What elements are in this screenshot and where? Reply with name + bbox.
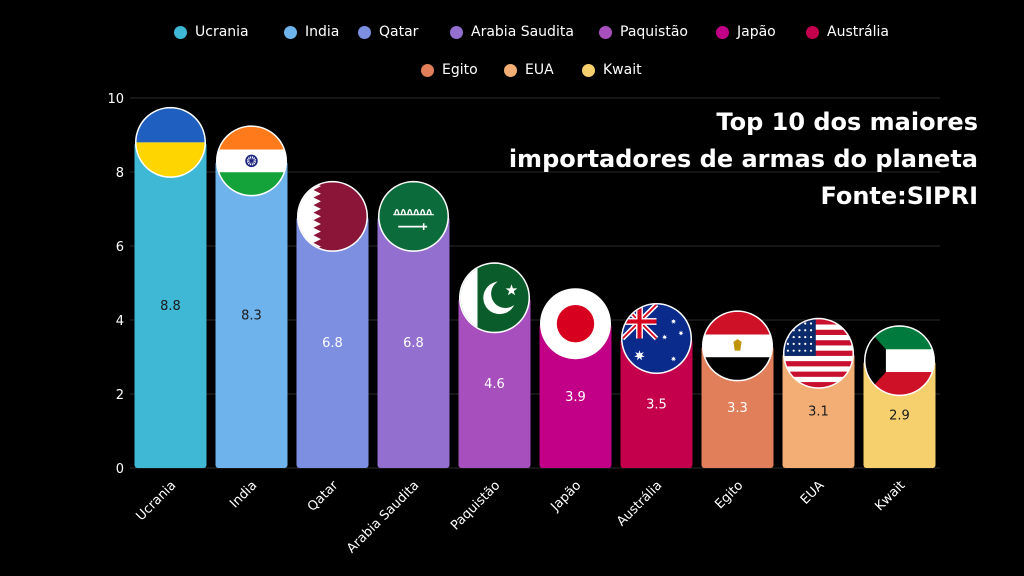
x-tick-label: Ucrania bbox=[134, 478, 180, 524]
x-tick-label: Kwait bbox=[872, 478, 908, 514]
bar-value-label: 4.6 bbox=[484, 377, 505, 392]
bar-value-label: 3.3 bbox=[727, 401, 748, 416]
legend-marker bbox=[582, 63, 595, 77]
bar-value-label: 2.9 bbox=[889, 408, 910, 423]
saudi-arabia-flag-icon bbox=[379, 182, 448, 251]
chart-title-line-1: Top 10 dos maiores bbox=[716, 108, 978, 136]
chart-title-line-2: importadores de armas do planeta bbox=[508, 145, 978, 173]
legend-label: Egito bbox=[442, 62, 478, 78]
bar-value-label: 8.3 bbox=[241, 308, 262, 323]
legend-label: Qatar bbox=[379, 24, 419, 40]
legend-item[interactable]: Japão bbox=[716, 24, 776, 40]
legend-marker bbox=[174, 25, 187, 39]
legend-item[interactable]: Austrália bbox=[806, 24, 889, 40]
pakistan-flag-icon bbox=[460, 263, 529, 332]
legend-marker bbox=[599, 25, 612, 39]
legend-marker bbox=[450, 25, 463, 39]
japan-flag-icon bbox=[541, 289, 610, 358]
legend-label: Kwait bbox=[603, 62, 642, 78]
legend-marker bbox=[504, 63, 517, 77]
legend-item[interactable]: Arabia Saudita bbox=[450, 24, 574, 40]
x-tick-label: India bbox=[227, 478, 260, 511]
legend-label: Japão bbox=[737, 24, 776, 40]
legend-label: Arabia Saudita bbox=[471, 24, 574, 40]
legend-marker bbox=[716, 25, 729, 39]
australia-flag-icon bbox=[622, 304, 691, 373]
x-tick-label: Austrália bbox=[614, 478, 665, 529]
kuwait-flag-icon bbox=[865, 326, 934, 395]
legend-label: Austrália bbox=[827, 24, 889, 40]
x-tick-label: Japão bbox=[548, 478, 585, 515]
bar-value-label: 6.8 bbox=[403, 336, 424, 351]
bar-value-label: 3.5 bbox=[646, 397, 667, 412]
bar[interactable] bbox=[134, 142, 207, 468]
y-tick-label: 0 bbox=[116, 462, 124, 477]
y-tick-label: 2 bbox=[116, 388, 124, 403]
legend-item[interactable]: Paquistão bbox=[599, 24, 688, 40]
x-tick-label: Egito bbox=[712, 478, 746, 512]
y-tick-label: 6 bbox=[116, 240, 124, 255]
legend-marker bbox=[806, 25, 819, 39]
bar[interactable] bbox=[296, 216, 369, 468]
bar[interactable] bbox=[215, 160, 288, 468]
egypt-flag-icon bbox=[703, 311, 772, 380]
chart-title-line-3: Fonte:SIPRI bbox=[820, 182, 978, 210]
legend-label: Ucrania bbox=[195, 24, 249, 40]
legend-item[interactable]: Qatar bbox=[358, 24, 418, 40]
bar[interactable] bbox=[539, 323, 612, 468]
india-flag-icon bbox=[217, 126, 286, 195]
legend-label: EUA bbox=[525, 62, 554, 78]
bar-value-label: 3.9 bbox=[565, 390, 586, 405]
bar-value-label: 8.8 bbox=[160, 299, 181, 314]
qatar-flag-icon bbox=[298, 182, 367, 251]
legend-item[interactable]: Kwait bbox=[582, 62, 642, 78]
legend-item[interactable]: Ucrania bbox=[174, 24, 249, 40]
legend-item[interactable]: Egito bbox=[421, 62, 478, 78]
legend-marker bbox=[284, 25, 297, 39]
y-tick-label: 8 bbox=[116, 166, 124, 181]
legend-marker bbox=[421, 63, 434, 77]
legend-marker bbox=[358, 25, 371, 39]
bar-value-label: 3.1 bbox=[808, 405, 829, 420]
usa-flag-icon bbox=[784, 319, 853, 388]
bar[interactable] bbox=[377, 216, 450, 468]
legend-label: Paquistão bbox=[620, 24, 688, 40]
y-tick-label: 10 bbox=[107, 92, 124, 107]
ukraine-flag-icon bbox=[136, 108, 205, 177]
legend-item[interactable]: EUA bbox=[504, 62, 554, 78]
x-tick-label: Qatar bbox=[305, 478, 342, 515]
x-tick-label: Paquistão bbox=[448, 478, 503, 533]
x-tick-label: EUA bbox=[798, 478, 828, 508]
bar-value-label: 6.8 bbox=[322, 336, 343, 351]
legend: Ucrania India Qatar Arabia Saudita Paquistão… bbox=[0, 14, 1024, 94]
bar[interactable] bbox=[620, 338, 693, 469]
bar[interactable] bbox=[458, 297, 531, 468]
y-tick-label: 4 bbox=[116, 314, 124, 329]
chart-title: Top 10 dos maiores importadores de armas… bbox=[458, 104, 978, 215]
x-tick-label: Arabia Saudita bbox=[344, 478, 422, 556]
legend-item[interactable]: India bbox=[284, 24, 339, 40]
legend-label: India bbox=[305, 24, 340, 40]
